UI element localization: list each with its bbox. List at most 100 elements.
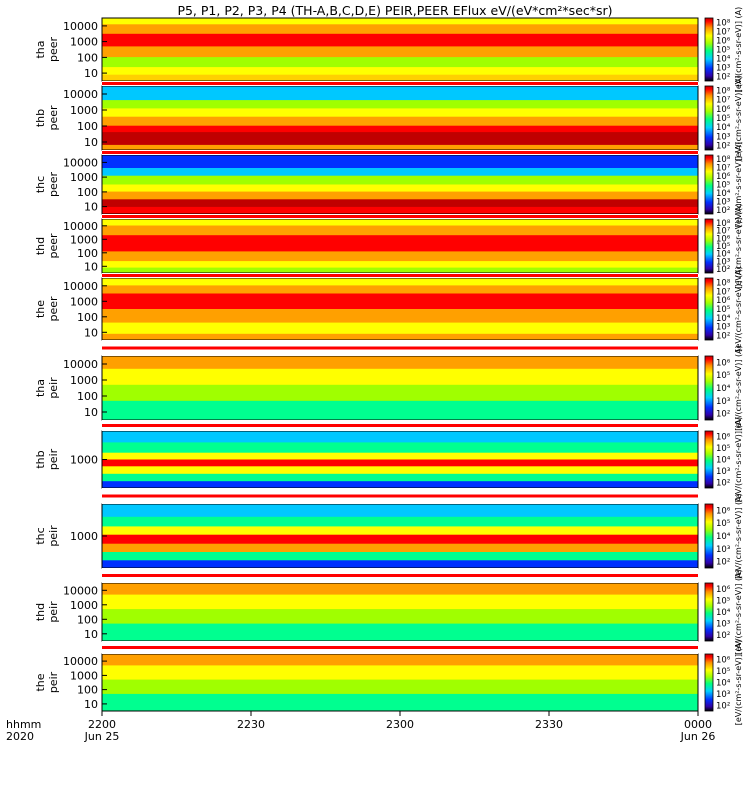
- heatmap-band: [102, 132, 698, 146]
- panel-separator: [102, 488, 698, 504]
- heatmap-band: [102, 356, 698, 370]
- y-tick-label: 100: [77, 684, 98, 697]
- x-tick-date: Jun 26: [680, 730, 716, 743]
- y-tick-label: 10: [84, 406, 98, 419]
- colorbar-tick-label: 10²: [716, 631, 730, 641]
- heatmap-band: [102, 552, 698, 561]
- y-tick-label: 1000: [70, 104, 98, 117]
- colorbar-tick-label: 10⁴: [716, 608, 731, 618]
- heatmap-band: [102, 293, 698, 310]
- heatmap-band: [102, 473, 698, 482]
- y-tick-label: 10: [84, 67, 98, 80]
- colorbar-tick-label: 10²: [716, 206, 730, 216]
- panel-separator: [102, 641, 698, 654]
- y-axis-label-instrument: peir: [47, 377, 60, 399]
- y-tick-label: 10000: [63, 220, 98, 233]
- heatmap-band: [102, 125, 698, 133]
- y-tick-label: 10000: [63, 655, 98, 668]
- panel-separator: [102, 273, 698, 278]
- heatmap-band: [102, 504, 698, 518]
- y-tick-label: 1000: [70, 171, 98, 184]
- heatmap-band: [102, 466, 698, 475]
- y-axis-label-spacecraft: thd: [34, 603, 47, 621]
- y-tick-label: 1000: [70, 295, 98, 308]
- panel-separator: [102, 340, 698, 356]
- colorbar-tick-label: 10⁴: [716, 679, 731, 689]
- colorbar-tick-label: 10⁶: [716, 358, 731, 368]
- colorbar-tick-label: 10⁴: [716, 384, 731, 394]
- colorbar-tick-label: 10⁵: [716, 305, 730, 315]
- colorbar-tick-label: 10⁵: [716, 242, 730, 252]
- y-axis-label-instrument: peir: [47, 601, 60, 623]
- colorbar: [704, 430, 714, 489]
- heatmap-band: [102, 74, 698, 82]
- x-tick-date: Jun 25: [84, 730, 120, 743]
- y-tick-label: 10: [84, 326, 98, 339]
- y-tick-label: 10000: [63, 156, 98, 169]
- colorbar-tick-label: 10⁷: [716, 227, 731, 237]
- separator-fill-bar: [102, 274, 698, 277]
- colorbar-tick-label: 10⁴: [716, 250, 731, 260]
- heatmap-band: [102, 261, 698, 269]
- y-tick-label: 10000: [63, 280, 98, 293]
- panel-tha-peir: 10 100 1000 10000 tha peir 10² 10³ 10⁴ 10⁵ 10⁶ [eV/…: [34, 345, 743, 430]
- separator-fill-bar: [102, 494, 698, 498]
- separator-fill-bar: [102, 424, 698, 427]
- heatmap-band: [102, 86, 698, 101]
- heatmap-band: [102, 654, 698, 666]
- y-tick-label: 10: [84, 628, 98, 641]
- colorbar-tick-label: 10⁴: [716, 456, 731, 466]
- x-tick-label: 2230: [237, 718, 265, 731]
- heatmap-band: [102, 175, 698, 186]
- colorbar: [704, 503, 714, 569]
- heatmap-band: [102, 333, 698, 341]
- heatmap-band: [102, 400, 698, 421]
- colorbar: [704, 218, 714, 274]
- colorbar-tick-label: 10⁷: [716, 28, 731, 38]
- colorbar: [704, 653, 714, 712]
- panel-separator: [102, 150, 698, 155]
- y-tick-label: 100: [77, 186, 98, 199]
- colorbar-tick-label: 10⁶: [716, 105, 731, 115]
- heatmap-band: [102, 516, 698, 527]
- y-tick-label: 100: [77, 311, 98, 324]
- x-tick-label: 2200: [88, 718, 116, 731]
- heatmap-band: [102, 235, 698, 252]
- colorbar-label: [eV/(cm²-s-sr-eV)] (A): [734, 417, 743, 502]
- colorbar-tick-label: 10⁶: [716, 296, 731, 306]
- colorbar: [704, 85, 714, 151]
- heatmap-band: [102, 168, 698, 177]
- colorbar-tick-label: 10²: [716, 332, 730, 342]
- colorbar-tick-label: 10⁶: [716, 585, 731, 595]
- colorbar-tick-label: 10⁵: [716, 46, 730, 56]
- heatmap-band: [102, 594, 698, 610]
- y-tick-label: 100: [77, 51, 98, 64]
- heatmap-band: [102, 251, 698, 262]
- heatmap-band: [102, 199, 698, 208]
- x-tick-label: 2300: [386, 718, 414, 731]
- colorbar-tick-label: 10⁶: [716, 433, 731, 443]
- colorbar-tick-label: 10⁴: [716, 123, 731, 133]
- y-tick-label: 10000: [63, 88, 98, 101]
- separator-fill-bar: [102, 346, 698, 350]
- heatmap-band: [102, 57, 698, 68]
- colorbar-tick-label: 10⁸: [716, 155, 731, 165]
- y-axis-label-spacecraft: thc: [34, 176, 47, 193]
- colorbar-tick-label: 10⁴: [716, 532, 731, 542]
- heatmap-band: [102, 285, 698, 294]
- heatmap-band: [102, 583, 698, 596]
- heatmap-band: [102, 543, 698, 553]
- y-axis-label-instrument: peer: [47, 105, 60, 131]
- colorbar-tick-label: 10⁷: [716, 164, 731, 174]
- colorbar-tick-label: 10³: [716, 197, 730, 207]
- y-axis-label-spacecraft: thd: [34, 237, 47, 255]
- colorbar-tick-label: 10⁵: [716, 371, 730, 381]
- colorbar-tick-label: 10⁵: [716, 667, 730, 677]
- x-tick-label: 0000: [684, 718, 712, 731]
- colorbar-tick-label: 10⁷: [716, 287, 731, 297]
- heatmap-band: [102, 219, 698, 226]
- colorbar-label: [eV/(cm²-s-sr-eV)] (A): [734, 75, 743, 160]
- heatmap-band: [102, 623, 698, 642]
- heatmap-band: [102, 206, 698, 215]
